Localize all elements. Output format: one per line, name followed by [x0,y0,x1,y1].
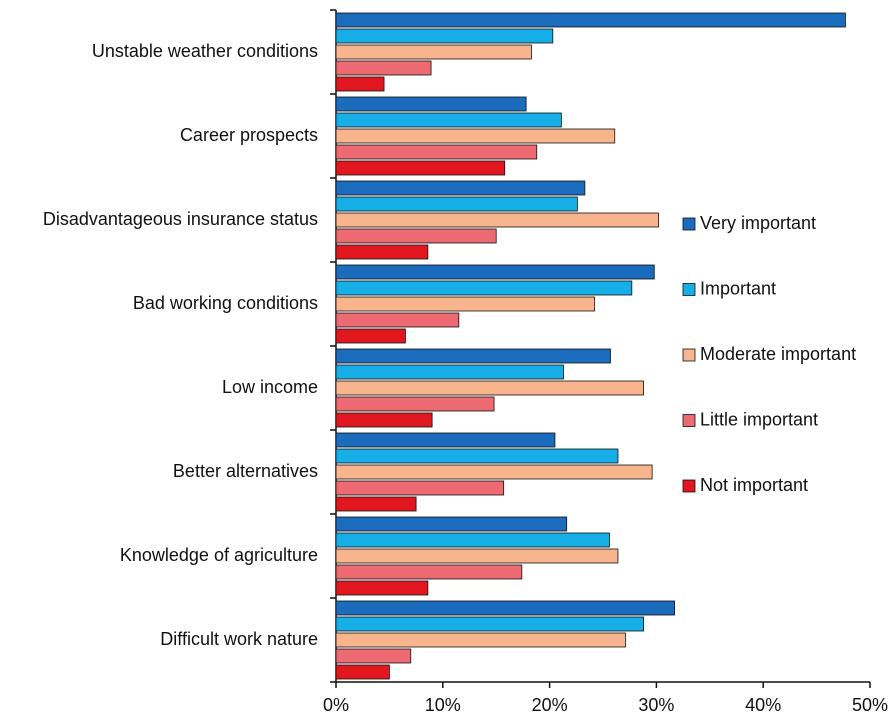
bar [335,616,644,632]
bar [335,228,497,244]
bar [335,548,619,564]
category-label: Disadvantageous insurance status [43,209,318,229]
bar [335,180,586,196]
bar [335,380,644,396]
bar [335,244,429,260]
category-label: Difficult work nature [160,629,318,649]
bar [335,432,556,448]
bar [335,44,532,60]
bar [335,12,846,28]
bar [335,480,505,496]
bar [335,112,562,128]
bar [335,600,675,616]
bar [335,532,610,548]
bar [335,648,412,664]
legend-label: Not important [700,475,808,495]
bar [335,412,433,428]
x-tick-label: 10% [425,695,461,715]
bar [335,328,406,344]
bar [335,128,616,144]
x-tick-label: 40% [745,695,781,715]
bar [335,632,626,648]
bar [335,312,460,328]
bar [335,144,538,160]
bar [335,60,432,76]
bar [335,496,417,512]
category-label: Better alternatives [173,461,318,481]
bar [335,212,659,228]
bar [335,664,390,680]
legend-swatch [682,217,696,231]
legend-swatch [682,348,696,362]
x-tick-label: 30% [638,695,674,715]
bar [335,396,495,412]
bar [335,196,578,212]
legend-label: Important [700,278,776,298]
bar [335,580,429,596]
legend-label: Moderate important [700,344,856,364]
x-tick-label: 50% [852,695,888,715]
bar [335,516,568,532]
x-tick-label: 20% [532,695,568,715]
bar [335,76,385,92]
legend-swatch [682,414,696,427]
bar [335,28,554,44]
legend-swatch [682,283,696,296]
category-label: Unstable weather conditions [92,41,318,61]
bar [335,280,633,296]
category-label: Bad working conditions [133,293,318,313]
bar [335,364,564,380]
bar [335,348,611,364]
bar [335,160,506,176]
category-label: Knowledge of agriculture [120,545,318,565]
category-label: Career prospects [180,125,318,145]
bar [335,564,523,580]
legend-swatch [682,479,696,493]
legend-label: Little important [700,409,818,429]
bar [335,448,619,464]
bar [335,296,595,312]
bar [335,464,653,480]
legend-label: Very important [700,213,816,233]
x-tick-label: 0% [323,695,349,715]
category-label: Low income [222,377,318,397]
bar [335,96,527,112]
bar [335,264,655,280]
